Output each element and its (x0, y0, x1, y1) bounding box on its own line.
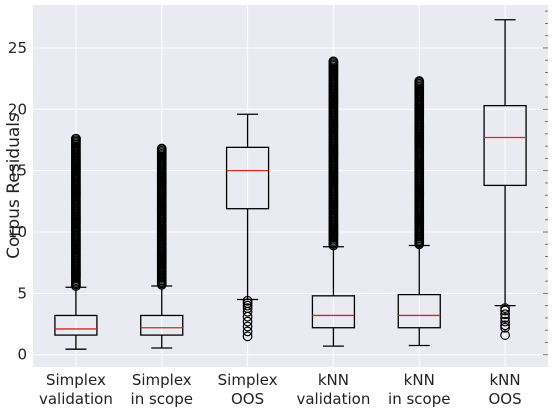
iqr-box (397, 293, 441, 329)
y-tick-label: 5 (17, 284, 27, 302)
x-tick-label: Simplex (218, 371, 278, 389)
iqr-box (54, 314, 98, 336)
box-group (140, 143, 184, 349)
box-group (397, 76, 441, 347)
box-group (54, 133, 98, 350)
boxes (54, 19, 527, 350)
y-axis-ticks: 0 5 10 15 20 25 (8, 39, 27, 364)
outlier-point (242, 321, 253, 332)
iqr-box (483, 104, 527, 187)
x-tick-label: validation (296, 390, 370, 408)
outlier-point (414, 76, 425, 86)
box-group (225, 113, 270, 342)
x-tick-label: validation (39, 390, 113, 408)
outlier-point (242, 331, 253, 342)
box-group (311, 56, 356, 347)
x-tick-label: kNN (490, 371, 521, 389)
x-tick-label: kNN (318, 371, 349, 389)
x-tick-label: kNN (404, 371, 435, 389)
x-tick-label: in scope (131, 390, 193, 408)
iqr-box (140, 314, 184, 336)
x-tick-label: OOS (489, 390, 522, 408)
outlier-point (500, 316, 510, 327)
outlier-point (500, 330, 510, 340)
iqr-box (311, 295, 356, 329)
y-tick-label: 15 (8, 162, 27, 180)
outlier-point (156, 143, 167, 154)
x-tick-label: Simplex (132, 371, 192, 389)
box-group (483, 19, 527, 340)
outlier-point (242, 316, 253, 327)
outlier-point (328, 56, 339, 67)
y-tick-label: 0 (17, 346, 27, 364)
outlier-point (242, 326, 253, 337)
x-tick-label: OOS (231, 390, 264, 408)
outlier-point (500, 313, 510, 323)
outlier-point (71, 133, 81, 144)
outlier-point (242, 311, 253, 322)
x-tick-label: in scope (388, 390, 450, 408)
outlier-point (242, 300, 253, 311)
outlier-point (500, 309, 510, 320)
iqr-box (225, 146, 270, 210)
outlier-point (242, 306, 253, 317)
x-tick-label: Simplex (46, 371, 106, 389)
y-tick-label: 25 (8, 39, 27, 57)
y-tick-label: 20 (8, 100, 27, 118)
outlier-point (500, 322, 510, 333)
plot-area (33, 5, 548, 367)
y-tick-label: 10 (8, 223, 27, 241)
y-axis-label: Corpus Residuals (4, 113, 24, 259)
outlier-point (500, 320, 510, 331)
